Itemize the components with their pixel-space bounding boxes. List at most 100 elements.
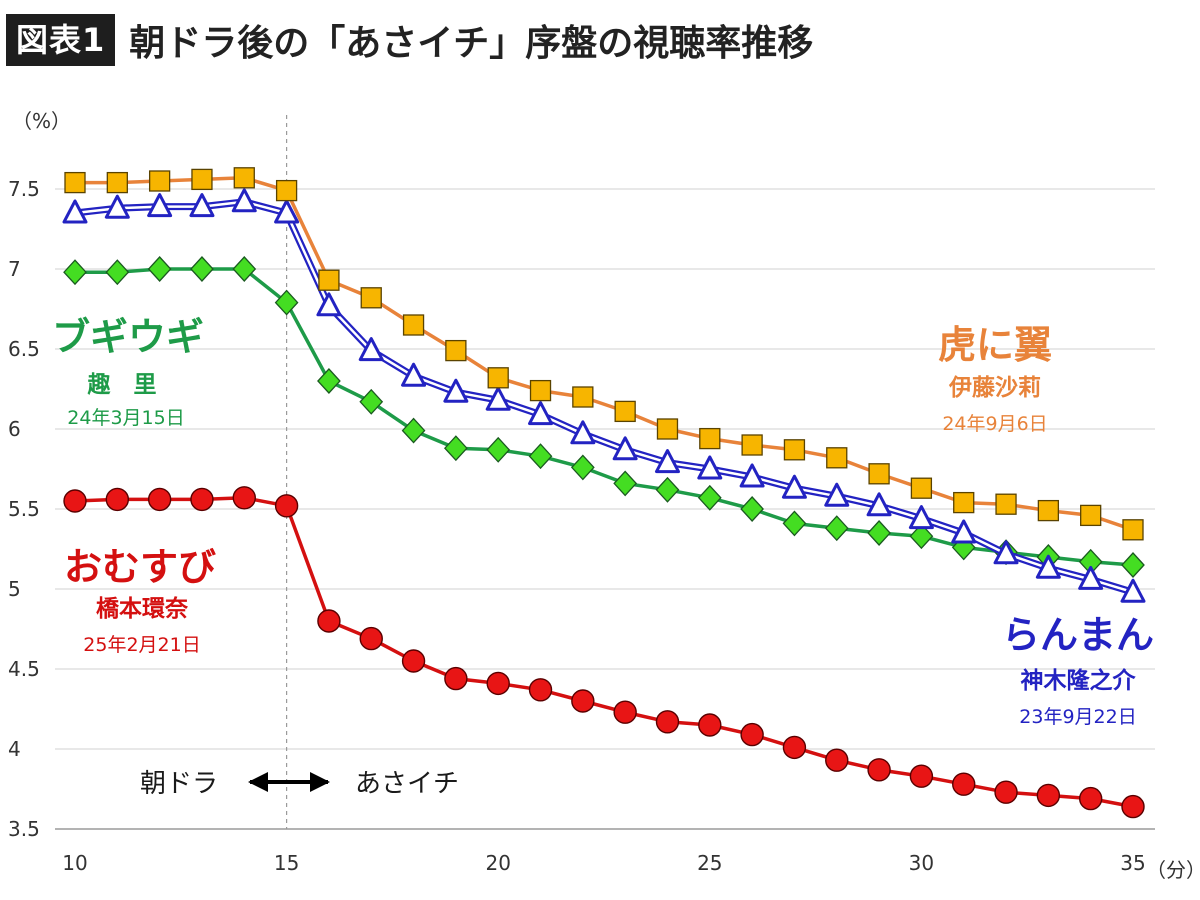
data-point-toranitsubasa (318, 269, 340, 291)
data-point-omusubi (867, 758, 891, 782)
data-point-ranman (697, 455, 723, 480)
data-point-omusubi (740, 722, 764, 747)
data-point-toranitsubasa (445, 339, 467, 362)
data-point-omusubi (105, 487, 130, 512)
data-point-ranman (147, 193, 173, 218)
data-point-toranitsubasa (529, 379, 552, 402)
data-point-ranman (528, 401, 554, 426)
figure-header: 図表1 朝ドラ後の「あさイチ」序盤の視聴率推移 (6, 12, 813, 68)
data-point-toranitsubasa (402, 314, 425, 336)
x-tick-label: 25 (697, 851, 722, 875)
series-actor-ranman: 神木隆之介 (1021, 667, 1137, 694)
series-date-omusubi: 25年2月21日 (83, 634, 200, 656)
data-point-boogiewoogie (274, 289, 299, 316)
data-point-toranitsubasa (1122, 519, 1144, 541)
x-axis: 10 15 20 25 30 35 (62, 851, 1145, 875)
data-point-omusubi (825, 748, 849, 772)
data-point-ranman (908, 505, 934, 530)
x-tick-label: 15 (274, 851, 299, 875)
data-point-boogiewoogie (824, 515, 849, 542)
data-point-toranitsubasa (614, 400, 636, 423)
data-point-toranitsubasa (741, 434, 763, 456)
data-point-boogiewoogie (359, 388, 384, 415)
data-point-omusubi (1036, 783, 1061, 808)
data-point-ranman (951, 519, 977, 544)
data-point-toranitsubasa (783, 439, 806, 461)
x-tick-label: 30 (909, 851, 934, 875)
data-point-ranman (1120, 578, 1146, 603)
data-point-ranman (443, 378, 469, 403)
data-point-toranitsubasa (64, 171, 86, 194)
data-point-boogiewoogie (782, 510, 807, 537)
data-point-omusubi (952, 772, 976, 796)
data-point-toranitsubasa (275, 179, 298, 202)
series-actor-toranitsubasa: 伊藤沙莉 (948, 374, 1041, 401)
y-tick-label: 3.5 (8, 817, 40, 841)
series-layer (62, 167, 1146, 819)
series-boogiewoogie (63, 256, 1145, 578)
data-point-boogiewoogie (655, 476, 680, 503)
data-point-ranman (781, 474, 807, 499)
gridlines (55, 188, 1155, 830)
data-point-ranman (401, 362, 427, 387)
data-point-toranitsubasa (233, 167, 255, 189)
data-point-ranman (739, 463, 765, 488)
annotation-asadora: 朝ドラ (140, 769, 218, 799)
data-point-omusubi (655, 710, 680, 734)
data-point-boogiewoogie (401, 417, 426, 444)
data-point-boogiewoogie (190, 256, 214, 282)
series-name-omusubi: おむすび (64, 545, 216, 589)
label-omusubi: おむすび 橋本環奈 25年2月21日 (64, 545, 216, 656)
data-point-ranman (570, 420, 596, 445)
data-point-toranitsubasa (995, 493, 1017, 515)
y-tick-label: 5.5 (8, 497, 40, 521)
data-point-boogiewoogie (105, 259, 130, 286)
data-point-ranman (824, 482, 850, 507)
series-omusubi (63, 486, 1145, 819)
data-point-omusubi (317, 609, 341, 633)
data-point-toranitsubasa (868, 463, 890, 485)
data-point-ranman (104, 194, 130, 219)
data-point-boogiewoogie (867, 520, 891, 546)
data-point-boogiewoogie (570, 454, 595, 481)
series-name-ranman: らんまん (1002, 613, 1154, 657)
data-point-toranitsubasa (1037, 499, 1060, 522)
data-point-omusubi (528, 678, 553, 702)
data-point-omusubi (698, 713, 722, 737)
data-point-omusubi (444, 666, 468, 691)
series-line-omusubi (74, 496, 1134, 809)
data-point-boogiewoogie (232, 256, 257, 282)
data-point-omusubi (909, 764, 934, 788)
data-point-toranitsubasa (148, 170, 171, 192)
data-point-ranman (274, 199, 300, 224)
data-point-boogiewoogie (63, 259, 87, 286)
data-point-toranitsubasa (360, 287, 382, 309)
y-tick-label: 7.5 (8, 177, 40, 201)
y-tick-label: 6 (8, 417, 21, 441)
y-tick-label: 5 (8, 577, 21, 601)
figure-badge: 図表1 (6, 14, 116, 66)
data-point-omusubi (147, 487, 172, 512)
y-tick-label: 7 (8, 257, 21, 281)
y-tick-label: 4.5 (8, 657, 40, 681)
data-point-ranman (358, 337, 384, 362)
series-toranitsubasa (64, 167, 1144, 541)
data-point-toranitsubasa (656, 418, 679, 440)
data-point-boogiewoogie (1121, 552, 1145, 578)
data-point-omusubi (401, 649, 426, 673)
data-point-boogiewoogie (528, 443, 553, 470)
data-point-boogiewoogie (443, 435, 468, 462)
data-point-toranitsubasa (953, 491, 975, 514)
data-point-omusubi (571, 689, 595, 713)
data-point-omusubi (994, 780, 1018, 804)
data-point-ranman (1035, 554, 1061, 579)
y-axis-unit: （%） (12, 109, 71, 133)
data-point-boogiewoogie (486, 436, 511, 463)
data-point-toranitsubasa (1080, 504, 1102, 527)
data-point-ranman (654, 449, 680, 474)
data-point-boogiewoogie (613, 470, 638, 497)
series-date-ranman: 23年9月22日 (1019, 706, 1136, 728)
data-point-omusubi (1121, 794, 1145, 819)
annotation-asaichi: あさイチ (355, 769, 459, 799)
